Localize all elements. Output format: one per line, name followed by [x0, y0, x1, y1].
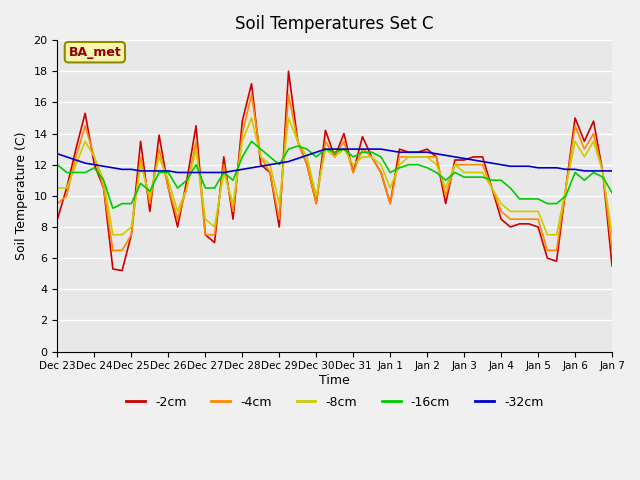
Text: BA_met: BA_met — [68, 46, 121, 59]
X-axis label: Time: Time — [319, 374, 350, 387]
Title: Soil Temperatures Set C: Soil Temperatures Set C — [236, 15, 434, 33]
Legend: -2cm, -4cm, -8cm, -16cm, -32cm: -2cm, -4cm, -8cm, -16cm, -32cm — [121, 391, 548, 414]
Y-axis label: Soil Temperature (C): Soil Temperature (C) — [15, 132, 28, 260]
